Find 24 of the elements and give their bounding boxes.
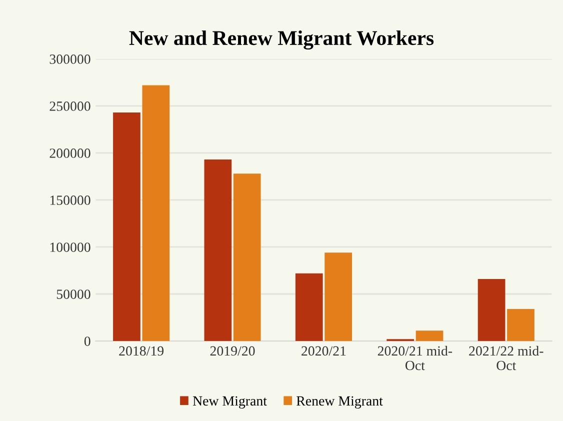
bar [324,252,352,342]
y-tick-label: 0 [84,336,90,346]
bar [204,160,232,342]
bar [113,112,140,342]
bar [233,174,261,342]
y-tick-label: 100000 [50,242,90,252]
y-tick-label: 300000 [50,54,90,64]
x-tick-label: 2018/19 [119,346,164,356]
bar [295,273,323,342]
chart-title: New and Renew Migrant Workers [129,30,434,50]
bar [416,330,444,342]
y-tick-label: 200000 [50,148,90,158]
y-tick-label: 150000 [50,196,90,205]
y-tick-label: 250000 [50,102,90,111]
x-tick-label: 2021/22 mid- Oct [469,346,544,370]
legend-label: New Migrant [192,396,267,408]
x-tick-label: 2020/21 mid- Oct [378,346,452,370]
legend-label: Renew Migrant [296,396,383,408]
x-tick-label: 2019/20 [210,346,255,356]
x-tick-label: 2020/21 [302,346,346,356]
bar [507,309,534,342]
bar [142,85,170,342]
y-tick-label: 50000 [56,290,90,299]
bar [478,278,506,342]
